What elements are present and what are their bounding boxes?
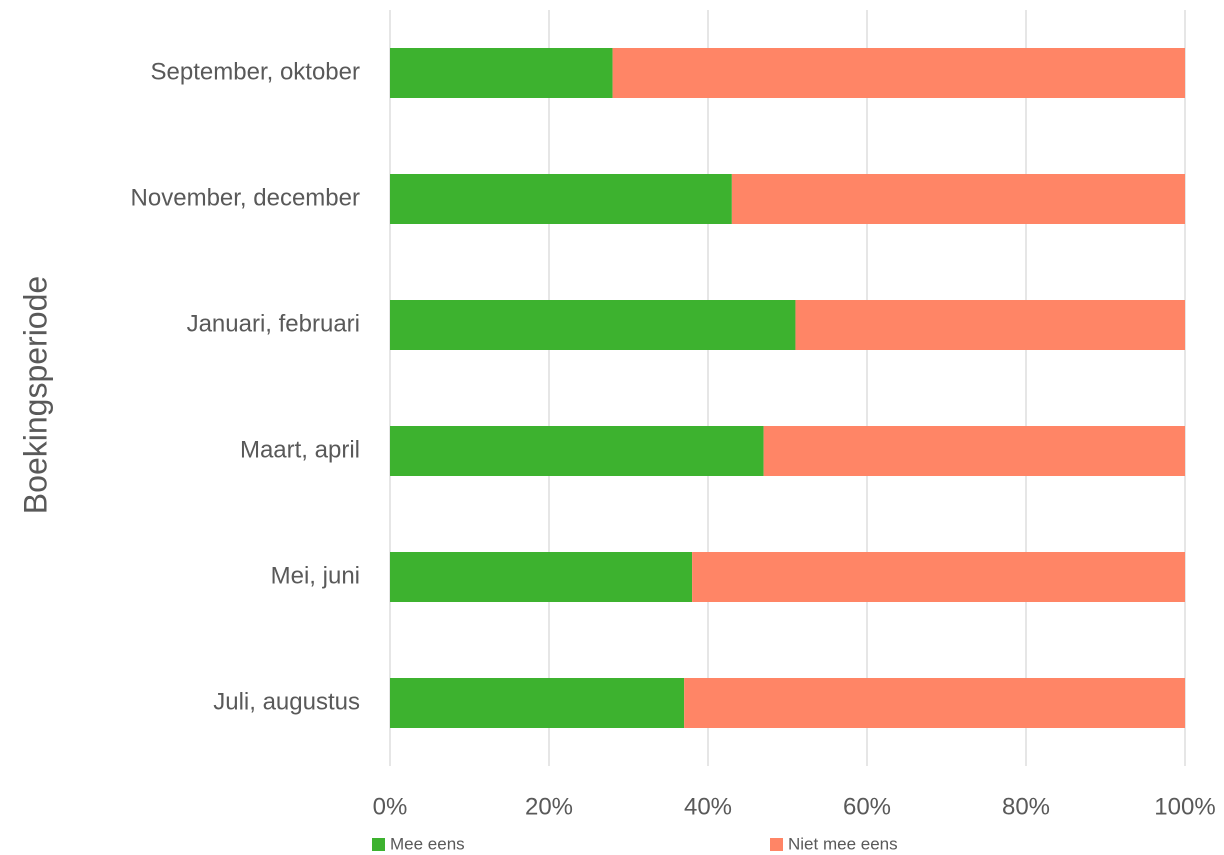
x-tick-label: 0% [373, 793, 408, 820]
bar-segment [692, 552, 1185, 602]
legend-label: Mee eens [390, 834, 465, 853]
bar-segment [763, 426, 1185, 476]
bar-segment [390, 426, 764, 476]
y-tick-label: Januari, februari [187, 310, 360, 337]
legend-swatch [372, 838, 385, 851]
bar-segment [390, 48, 613, 98]
bar-segment [390, 552, 693, 602]
bar-segment [390, 678, 685, 728]
y-axis-title: Boekingsperiode [17, 276, 53, 514]
y-tick-label: November, december [131, 184, 360, 211]
x-tick-label: 40% [684, 793, 732, 820]
legend-label: Niet mee eens [788, 834, 898, 853]
bar-segment [390, 174, 732, 224]
y-tick-label: Maart, april [240, 436, 360, 463]
y-tick-label: Juli, augustus [213, 688, 360, 715]
legend-swatch [770, 838, 783, 851]
bar-segment [731, 174, 1185, 224]
bar-segment [795, 300, 1185, 350]
x-tick-label: 80% [1002, 793, 1050, 820]
bar-segment [612, 48, 1185, 98]
x-tick-label: 20% [525, 793, 573, 820]
y-tick-label: September, oktober [151, 58, 360, 85]
x-tick-label: 60% [843, 793, 891, 820]
bar-segment [684, 678, 1185, 728]
y-tick-label: Mei, juni [271, 562, 360, 589]
x-tick-label: 100% [1154, 793, 1215, 820]
bar-segment [390, 300, 796, 350]
